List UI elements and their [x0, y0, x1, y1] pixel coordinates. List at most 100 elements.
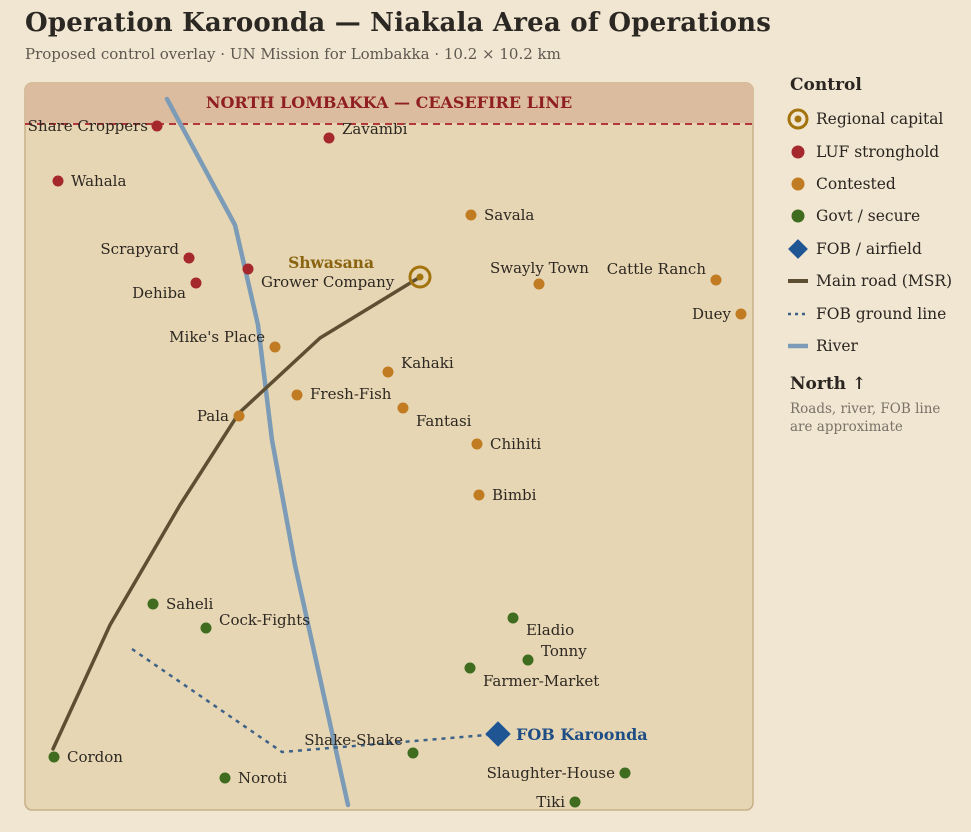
contested-dot-icon	[465, 209, 477, 221]
settlement-cattle-ranch[interactable]: Cattle Ranch	[607, 260, 722, 286]
page-subtitle: Proposed control overlay · UN Mission fo…	[25, 45, 561, 63]
govt-dot-icon	[219, 772, 231, 784]
settlement-label: Tiki	[536, 793, 565, 811]
settlement-noroti[interactable]: Noroti	[219, 769, 288, 787]
settlement-label: Cattle Ranch	[607, 260, 707, 278]
road-line-icon	[783, 271, 813, 291]
settlement-label: Dehiba	[132, 284, 186, 302]
settlement-label: Duey	[692, 305, 732, 323]
ceasefire-label: NORTH LOMBAKKA — CEASEFIRE LINE	[206, 93, 572, 112]
settlement-slaughter-house[interactable]: Slaughter-House	[487, 764, 631, 782]
settlement-label: Grower Company	[261, 273, 395, 291]
legend-label: Regional capital	[816, 110, 944, 129]
settlement-farmer-market[interactable]: Farmer-Market	[464, 662, 600, 691]
govt-dot-icon	[569, 796, 581, 808]
settlement-chihiti[interactable]: Chihiti	[471, 435, 542, 453]
legend-label: Contested	[816, 174, 896, 193]
settlement-label: Pala	[197, 407, 229, 425]
legend-label: LUF stronghold	[816, 142, 940, 161]
red-dot-icon	[783, 142, 813, 162]
settlement-label: Wahala	[71, 172, 126, 190]
legend-item-regional-capital: Regional capital	[780, 103, 965, 135]
river-line-icon	[783, 336, 813, 356]
contested-dot-icon	[473, 489, 485, 501]
map-frame	[24, 82, 754, 811]
contested-dot-icon	[382, 366, 394, 378]
settlement-label: Slaughter-House	[487, 764, 616, 782]
settlement-label: Mike's Place	[169, 328, 265, 346]
page-title: Operation Karoonda — Niakala Area of Ope…	[25, 8, 772, 38]
contested-dot-icon	[233, 410, 245, 422]
settlement-label: Farmer-Market	[483, 672, 599, 690]
settlement-mike-s-place[interactable]: Mike's Place	[169, 328, 281, 353]
luf-dot-icon	[242, 263, 254, 275]
settlement-label: Share Croppers	[28, 117, 148, 135]
luf-dot-icon	[183, 252, 195, 264]
settlement-label: Bimbi	[492, 486, 537, 504]
settlement-bimbi[interactable]: Bimbi	[473, 486, 537, 504]
north-indicator: North ↑	[790, 374, 867, 395]
blue-diamond-icon	[485, 721, 511, 747]
settlement-fresh-fish[interactable]: Fresh-Fish	[291, 385, 392, 403]
orange-dot-icon	[783, 174, 813, 194]
contested-dot-icon	[291, 389, 303, 401]
luf-dot-icon	[52, 175, 64, 187]
legend-item-river: River	[780, 330, 965, 362]
legend-label: Govt / secure	[816, 207, 921, 226]
ceasefire-band	[25, 83, 753, 123]
settlement-grower-company[interactable]: Grower Company	[242, 263, 395, 292]
settlement-label: Eladio	[526, 621, 574, 639]
capital-marker[interactable]: Shwasana	[288, 253, 432, 289]
settlement-scrapyard[interactable]: Scrapyard	[100, 240, 195, 264]
settlement-label: Fantasi	[416, 412, 472, 430]
settlement-label: Zavambi	[342, 120, 408, 138]
settlement-saheli[interactable]: Saheli	[147, 595, 214, 613]
settlement-label: Shake-Shake	[304, 731, 403, 749]
settlement-zavambi[interactable]: Zavambi	[323, 120, 408, 144]
contested-dot-icon	[397, 402, 409, 414]
legend-item-main-road-msr: Main road (MSR)	[780, 265, 965, 297]
settlement-dehiba[interactable]: Dehiba	[132, 277, 202, 303]
settlement-label: Scrapyard	[100, 240, 179, 258]
settlement-savala[interactable]: Savala	[465, 206, 535, 224]
fob-ground-line	[131, 647, 499, 754]
main-road	[51, 275, 422, 751]
legend-item-contested: Contested	[780, 168, 965, 200]
settlement-kahaki[interactable]: Kahaki	[382, 354, 454, 378]
capital-center-dot	[416, 273, 424, 281]
settlement-share-croppers[interactable]: Share Croppers	[28, 117, 163, 135]
legend-title: Control	[790, 75, 862, 95]
govt-dot-icon	[464, 662, 476, 674]
settlement-shake-shake[interactable]: Shake-Shake	[304, 731, 419, 759]
legend-label: FOB / airfield	[816, 239, 922, 258]
blue-diamond-icon	[783, 238, 813, 259]
settlement-pala[interactable]: Pala	[197, 407, 245, 425]
settlement-swayly-town[interactable]: Swayly Town	[490, 259, 589, 290]
river	[164, 96, 351, 808]
capital-ring-icon	[408, 265, 432, 289]
luf-dot-icon	[323, 132, 335, 144]
contested-dot-icon	[269, 341, 281, 353]
settlement-cordon[interactable]: Cordon	[48, 748, 124, 766]
contested-dot-icon	[533, 278, 545, 290]
legend-label: River	[816, 336, 858, 355]
settlement-tiki[interactable]: Tiki	[536, 793, 581, 811]
legend-item-fob-ground-line: FOB ground line	[780, 297, 965, 329]
settlement-fantasi[interactable]: Fantasi	[397, 402, 472, 431]
fob-marker[interactable]: FOB Karoonda	[485, 721, 648, 747]
govt-dot-icon	[48, 751, 60, 763]
govt-dot-icon	[200, 622, 212, 634]
settlement-tonny[interactable]: Tonny	[522, 642, 588, 666]
govt-dot-icon	[407, 747, 419, 759]
settlement-label: Swayly Town	[490, 259, 589, 277]
settlement-wahala[interactable]: Wahala	[52, 172, 127, 190]
govt-dot-icon	[147, 598, 159, 610]
govt-dot-icon	[507, 612, 519, 624]
settlement-label: Noroti	[238, 769, 287, 787]
settlement-cock-fights[interactable]: Cock-Fights	[200, 611, 311, 634]
settlement-eladio[interactable]: Eladio	[507, 612, 575, 640]
legend-note: Roads, river, FOB line are approximate	[790, 401, 941, 436]
legend-label: Main road (MSR)	[816, 272, 953, 291]
settlement-duey[interactable]: Duey	[692, 305, 747, 323]
